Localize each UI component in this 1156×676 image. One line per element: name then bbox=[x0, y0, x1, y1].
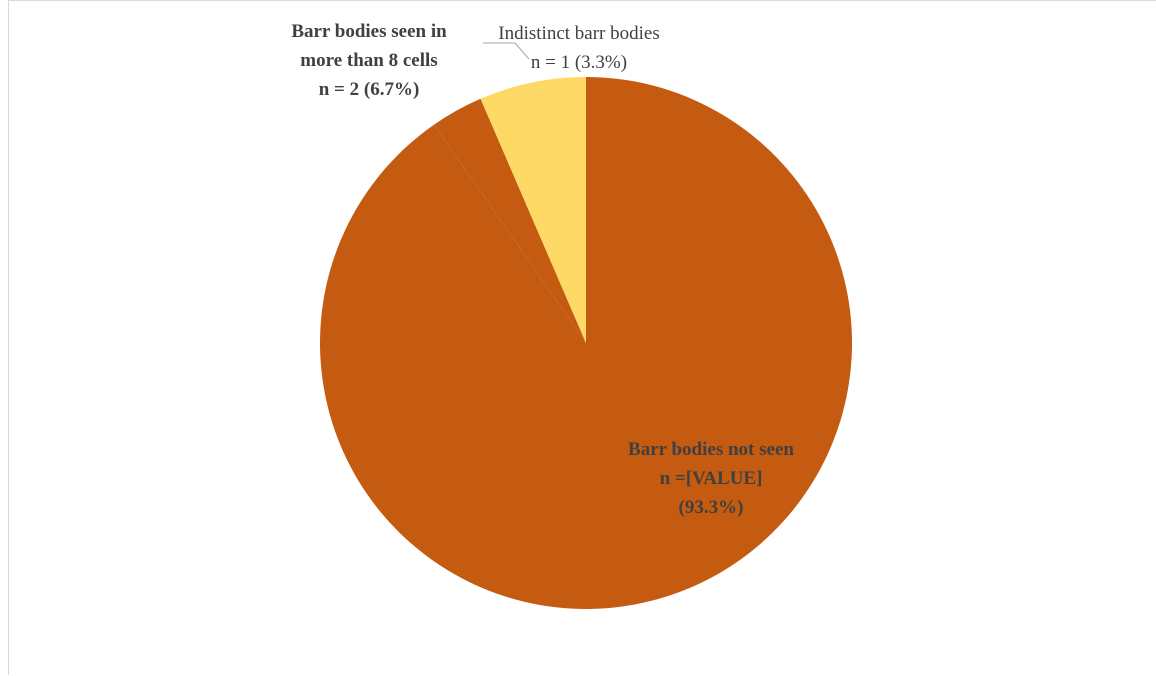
label-not-seen-pct: (93.3%) bbox=[679, 497, 744, 518]
leader-line-indistinct bbox=[483, 43, 529, 59]
label-seen-n: n = 2 (6.7%) bbox=[319, 79, 420, 100]
label-not-seen-name: Barr bodies not seen bbox=[628, 439, 794, 460]
pie-slice-0 bbox=[320, 77, 852, 609]
chart-area: Barr bodies not seen n =[VALUE] (93.3%) … bbox=[8, 0, 1156, 675]
label-seen-name-line2: more than 8 cells bbox=[300, 50, 437, 71]
label-indistinct-n: n = 1 (3.3%) bbox=[531, 52, 627, 73]
pie-chart: Barr bodies not seen n =[VALUE] (93.3%) … bbox=[9, 1, 1156, 676]
label-not-seen-n: n =[VALUE] bbox=[660, 468, 763, 489]
label-indistinct-name: Indistinct barr bodies bbox=[498, 23, 659, 44]
label-seen-name-line1: Barr bodies seen in bbox=[291, 21, 447, 42]
pie-slices bbox=[320, 77, 852, 609]
